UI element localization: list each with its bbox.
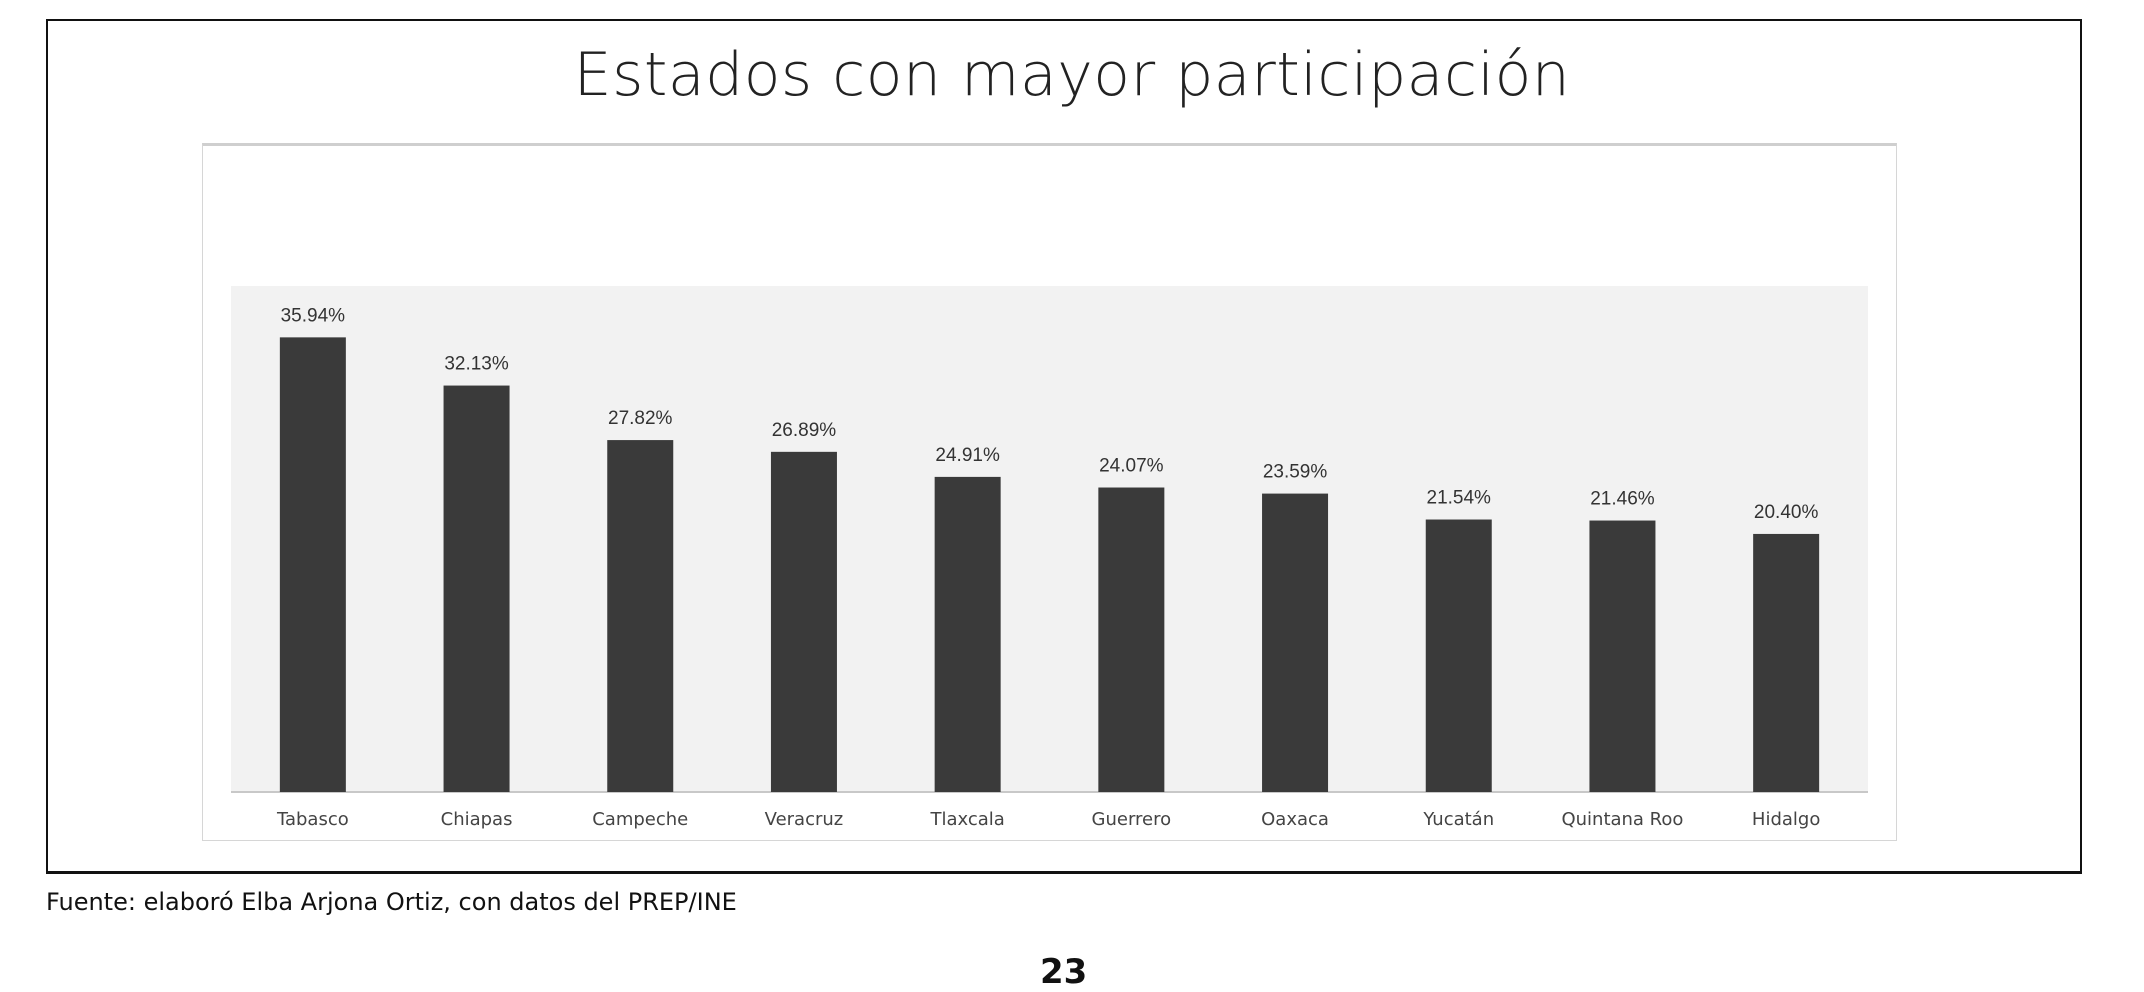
x-tick-label: Hidalgo: [1752, 809, 1820, 830]
data-label: 21.46%: [1590, 489, 1655, 510]
data-label: 20.40%: [1754, 502, 1819, 523]
data-label: 23.59%: [1263, 462, 1328, 483]
bar: [770, 451, 837, 792]
data-label: 21.54%: [1427, 488, 1492, 509]
x-tick-label: Oaxaca: [1261, 809, 1329, 830]
data-label: 24.91%: [935, 445, 1000, 466]
bar: [1753, 533, 1820, 792]
bar: [279, 337, 346, 792]
bar: [1425, 519, 1492, 792]
bar: [1098, 487, 1165, 792]
x-tick-label: Chiapas: [441, 809, 513, 830]
data-label: 35.94%: [281, 305, 346, 326]
x-tick-label: Campeche: [592, 809, 688, 830]
chart-title: Estados con mayor participación: [573, 40, 1571, 110]
bar: [934, 476, 1001, 792]
page-number: 23: [1040, 952, 1088, 992]
x-tick-label: Veracruz: [765, 809, 844, 830]
x-tick-label: Guerrero: [1092, 809, 1172, 830]
bar: [1589, 520, 1656, 792]
data-label: 27.82%: [608, 408, 673, 429]
x-tick-label: Yucatán: [1422, 809, 1494, 830]
bar: [443, 385, 510, 792]
x-tick-label: Tlaxcala: [929, 809, 1004, 830]
bar: [607, 440, 674, 792]
data-label: 32.13%: [444, 354, 509, 375]
bar: [1262, 493, 1329, 792]
bar-chart: 35.94% Tabasco 32.13% Chiapas 27.82% Campeche…: [231, 286, 1868, 830]
figure-frame: [46, 19, 2082, 874]
chart-panel: 35.94% Tabasco 32.13% Chiapas 27.82% Campeche…: [202, 143, 1897, 841]
data-label: 24.07%: [1099, 456, 1164, 477]
x-tick-label: Tabasco: [276, 809, 349, 830]
data-label: 26.89%: [772, 420, 837, 441]
source-note: Fuente: elaboró Elba Arjona Ortiz, con d…: [46, 888, 737, 916]
x-tick-label: Quintana Roo: [1561, 809, 1683, 830]
